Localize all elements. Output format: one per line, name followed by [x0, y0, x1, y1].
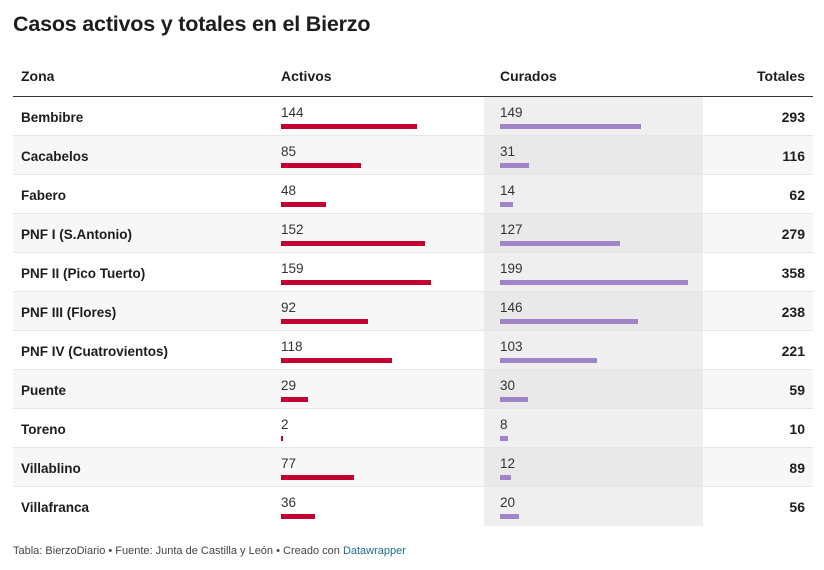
totales-value: 238 — [781, 304, 805, 320]
activos-value: 48 — [281, 183, 297, 198]
totales-value: 221 — [781, 343, 805, 359]
curados-bar — [500, 124, 641, 129]
totales-value: 293 — [781, 109, 805, 125]
zona-label: PNF III (Flores) — [21, 305, 117, 320]
activos-bar — [281, 163, 361, 168]
activos-bar — [281, 475, 354, 480]
activos-bar — [281, 202, 326, 207]
table-header: Zona Activos Curados Totales — [13, 58, 813, 97]
totales-value: 89 — [789, 460, 805, 476]
curados-value: 30 — [500, 378, 516, 393]
activos-bar — [281, 241, 425, 246]
activos-value: 85 — [281, 144, 297, 159]
table-row: Cacabelos 85 31 116 — [13, 136, 813, 175]
zona-label: Villablino — [21, 461, 81, 476]
zona-label: PNF IV (Cuatrovientos) — [21, 344, 169, 359]
curados-bar — [500, 163, 529, 168]
curados-value: 199 — [500, 261, 523, 276]
zona-label: Fabero — [21, 188, 67, 203]
activos-bar — [281, 280, 431, 285]
column-header-zona[interactable]: Zona — [21, 68, 55, 84]
totales-value: 358 — [781, 265, 805, 281]
curados-value: 127 — [500, 222, 523, 237]
curados-value: 103 — [500, 339, 523, 354]
curados-bar — [500, 514, 519, 519]
curados-column-band — [484, 175, 703, 213]
table-row: PNF III (Flores) 92 146 238 — [13, 292, 813, 331]
activos-bar — [281, 514, 315, 519]
column-header-activos[interactable]: Activos — [281, 68, 332, 84]
curados-bar — [500, 202, 513, 207]
table-row: Toreno 2 8 10 — [13, 409, 813, 448]
curados-value: 14 — [500, 183, 516, 198]
datawrapper-link[interactable]: Datawrapper — [342, 545, 406, 557]
zona-label: Cacabelos — [21, 149, 89, 164]
curados-bar — [500, 358, 597, 363]
curados-column-band — [484, 487, 703, 526]
table-row: Fabero 48 14 62 — [13, 175, 813, 214]
curados-bar — [500, 319, 638, 324]
activos-value: 92 — [281, 300, 297, 315]
curados-value: 8 — [500, 417, 508, 432]
activos-bar — [281, 124, 417, 129]
activos-value: 144 — [281, 105, 304, 120]
footer-credit: Tabla: BierzoDiario • Fuente: Junta de C… — [13, 545, 343, 557]
curados-bar — [500, 397, 528, 402]
totales-value: 116 — [782, 148, 805, 164]
zona-label: Toreno — [21, 422, 66, 437]
column-header-totales[interactable]: Totales — [757, 68, 805, 84]
table-row: PNF I (S.Antonio) 152 127 279 — [13, 214, 813, 253]
column-header-curados[interactable]: Curados — [500, 68, 557, 84]
activos-value: 2 — [281, 417, 289, 432]
totales-value: 10 — [789, 421, 805, 437]
zona-label: PNF I (S.Antonio) — [21, 227, 132, 242]
table-row: Villafranca 36 20 56 — [13, 487, 813, 526]
activos-bar — [281, 397, 308, 402]
curados-bar — [500, 241, 620, 246]
data-table: Zona Activos Curados Totales Bembibre 144… — [13, 58, 813, 526]
curados-column-band — [484, 370, 703, 408]
totales-value: 279 — [781, 226, 805, 242]
curados-value: 20 — [500, 495, 516, 510]
activos-bar — [281, 358, 392, 363]
curados-bar — [500, 436, 508, 441]
zona-label: Villafranca — [21, 500, 90, 515]
table-body: Bembibre 144 149 293 Cacabelos 85 31 116 Fabero 4… — [13, 97, 813, 526]
activos-bar — [281, 319, 368, 324]
activos-value: 29 — [281, 378, 297, 393]
totales-value: 56 — [789, 499, 805, 515]
table-row: Villablino 77 12 89 — [13, 448, 813, 487]
activos-value: 118 — [281, 339, 303, 354]
totales-value: 59 — [789, 382, 805, 398]
curados-column-band — [484, 136, 703, 174]
curados-column-band — [484, 448, 703, 486]
curados-value: 12 — [500, 456, 516, 471]
table-row: Bembibre 144 149 293 — [13, 97, 813, 136]
curados-column-band — [484, 409, 703, 447]
totales-value: 62 — [789, 187, 805, 203]
table-row: Puente 29 30 59 — [13, 370, 813, 409]
zona-label: Puente — [21, 383, 67, 398]
curados-value: 146 — [500, 300, 523, 315]
activos-value: 159 — [281, 261, 304, 276]
activos-bar — [281, 436, 283, 441]
curados-bar — [500, 280, 688, 285]
zona-label: PNF II (Pico Tuerto) — [21, 266, 146, 281]
curados-bar — [500, 475, 511, 480]
activos-value: 36 — [281, 495, 297, 510]
table-row: PNF II (Pico Tuerto) 159 199 358 — [13, 253, 813, 292]
curados-value: 31 — [500, 144, 516, 159]
zona-label: Bembibre — [21, 110, 84, 125]
source-footer: Tabla: BierzoDiario • Fuente: Junta de C… — [13, 545, 406, 557]
table-row: PNF IV (Cuatrovientos) 118 103 221 — [13, 331, 813, 370]
curados-value: 149 — [500, 105, 523, 120]
activos-value: 77 — [281, 456, 297, 471]
activos-value: 152 — [281, 222, 304, 237]
chart-title: Casos activos y totales en el Bierzo — [13, 12, 371, 36]
